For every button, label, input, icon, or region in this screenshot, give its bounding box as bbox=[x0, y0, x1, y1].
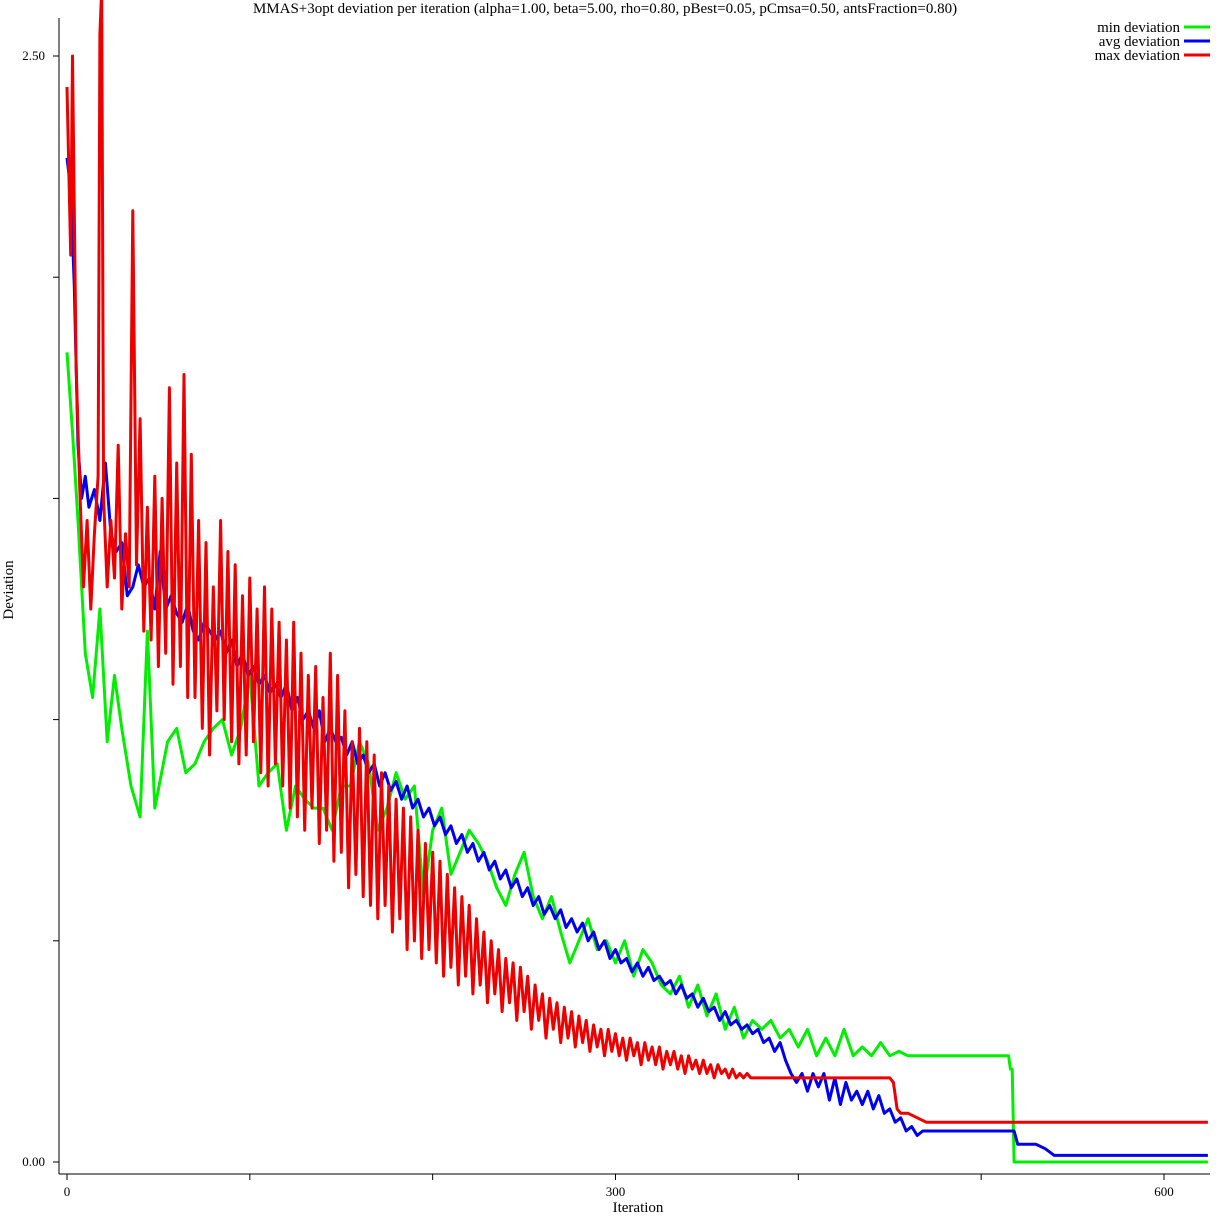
x-tick-label: 300 bbox=[606, 1184, 626, 1199]
legend-label: min deviation bbox=[1097, 20, 1180, 36]
series-line-max-deviation bbox=[65, 0, 1208, 1124]
plot-area bbox=[65, 0, 1208, 1164]
y-axis-label: Deviation bbox=[1, 560, 17, 620]
x-tick-label: 600 bbox=[1154, 1184, 1174, 1199]
x-tick-label: 0 bbox=[64, 1184, 71, 1199]
axes bbox=[58, 18, 1210, 1175]
chart-title: MMAS+3opt deviation per iteration (alpha… bbox=[253, 1, 957, 17]
legend-label: avg deviation bbox=[1099, 34, 1181, 50]
x-axis-label: Iteration bbox=[613, 1200, 664, 1216]
x-ticks: 0 300 600 bbox=[64, 1174, 1174, 1199]
legend-label: max deviation bbox=[1095, 48, 1181, 64]
y-tick-label: 2.50 bbox=[22, 48, 45, 63]
y-tick-label: 0.00 bbox=[22, 1154, 45, 1169]
y-ticks: 0.00 2.50 bbox=[22, 48, 59, 1169]
